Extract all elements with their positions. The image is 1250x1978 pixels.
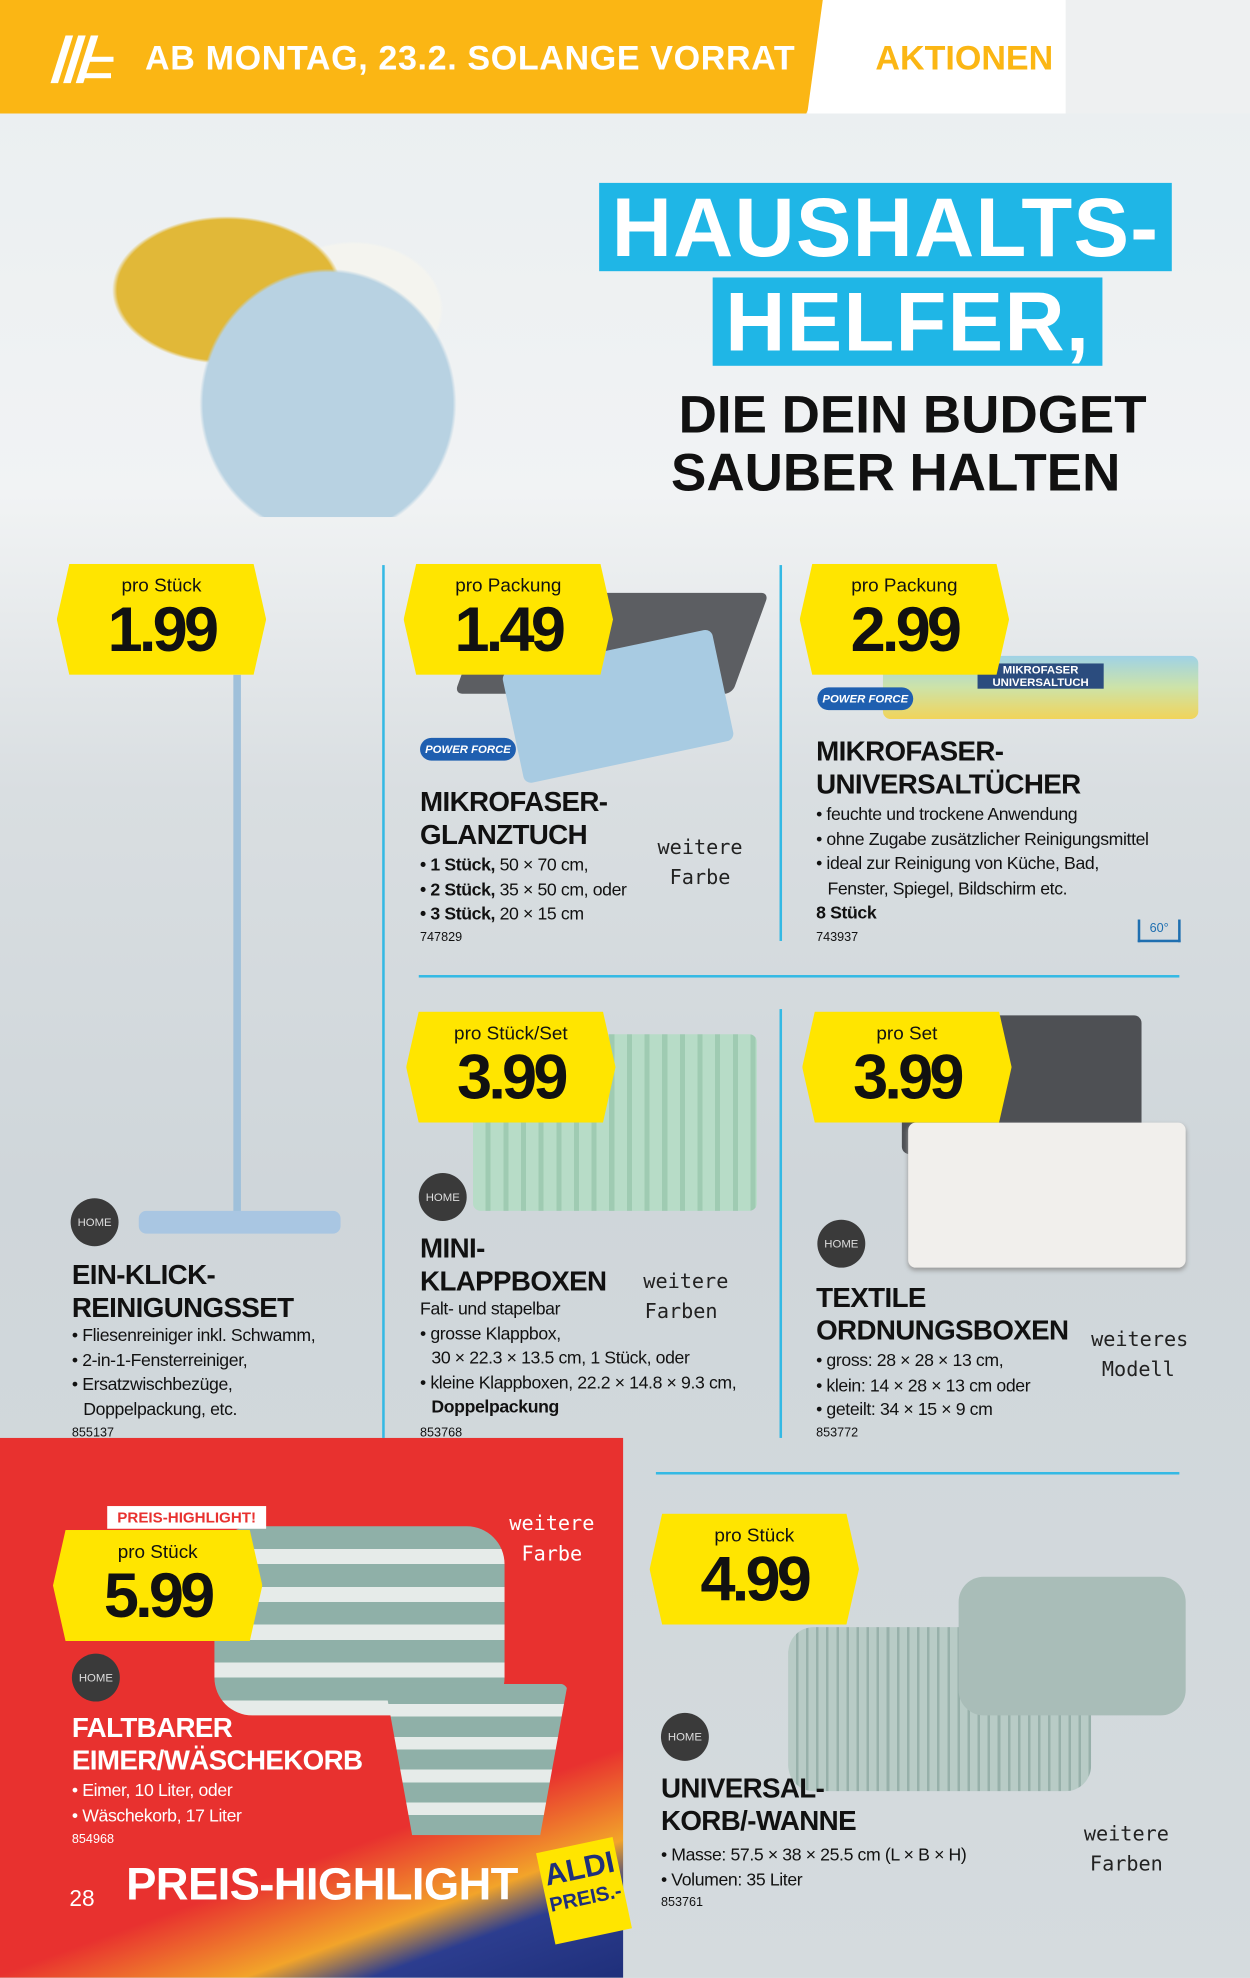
article-number: 853772	[816, 1426, 859, 1441]
product-title: MIKROFASER- GLANZTUCH	[420, 785, 608, 851]
headline-line1: HAUSHALTS-	[599, 182, 1172, 271]
laundry-basket-image	[214, 1526, 505, 1716]
brand-logo: HOME	[817, 1219, 866, 1268]
color-note: weitere Farbe	[657, 835, 743, 890]
brand-logo: HOME	[418, 1173, 467, 1221]
wash-60-icon: 60°	[1137, 919, 1181, 943]
color-note: weitere Farben	[643, 1268, 729, 1324]
white-box-image	[908, 1122, 1186, 1268]
tub-image	[958, 1576, 1186, 1716]
preis-highlight-label: PREIS-HIGHLIGHT	[126, 1857, 518, 1910]
price-label: pro Packung	[455, 575, 562, 597]
price: 3.99	[853, 1041, 964, 1113]
article-number: 853768	[420, 1426, 463, 1441]
price-badge: pro Stück/Set 3.99	[406, 1011, 616, 1123]
price: 1.99	[107, 594, 219, 665]
headline-line2: HELFER,	[712, 277, 1103, 366]
product-title: FALTBARER EIMER/WÄSCHEKORB	[71, 1711, 363, 1776]
price-label: pro Stück	[714, 1524, 795, 1547]
price-badge: pro Set 3.99	[802, 1011, 1012, 1123]
divider	[655, 1471, 1180, 1475]
price-badge: pro Stück 1.99	[56, 563, 267, 675]
price-badge: pro Stück 5.99	[52, 1530, 263, 1642]
article-number: 743937	[816, 930, 859, 945]
article-number: 854968	[71, 1832, 114, 1847]
header-banner	[0, 0, 858, 114]
brand-logo: POWER FORCE	[817, 687, 914, 711]
product-details: • gross: 28 × 28 × 13 cm, • klein: 14 × 2…	[816, 1349, 1031, 1420]
mop-image	[233, 674, 241, 1218]
product-details: Falt- und stapelbar • grosse Klappbox, 30…	[420, 1297, 737, 1417]
product-title: EIN-KLICK- REINIGUNGSSET	[71, 1258, 294, 1324]
page-number: 28	[69, 1885, 95, 1911]
banner-text: AB MONTAG, 23.2. SOLANGE VORRAT	[145, 39, 796, 77]
brand-logo: HOME	[660, 1712, 709, 1761]
brand-logo: POWER FORCE	[420, 737, 516, 761]
article-number: 747829	[420, 930, 463, 945]
divider	[779, 1009, 783, 1438]
product-title: MINI- KLAPPBOXEN	[420, 1232, 607, 1297]
price-label: pro Stück	[121, 575, 202, 597]
price-label: pro Packung	[851, 575, 958, 597]
divider	[779, 565, 783, 941]
product-title: TEXTILE ORDNUNGSBOXEN	[816, 1281, 1069, 1346]
color-note: weitere Farbe	[509, 1511, 595, 1566]
section-tab	[807, 0, 1066, 114]
cleaning-basket-image	[75, 138, 581, 518]
headline-line3: DIE DEIN BUDGET	[678, 384, 1147, 444]
price: 5.99	[103, 1560, 215, 1631]
price-label: pro Stück	[117, 1541, 198, 1563]
highlight-tag: PREIS-HIGHLIGHT!	[107, 1506, 267, 1529]
price: 4.99	[700, 1543, 811, 1615]
product-details: • feuchte und trockene Anwendung • ohne Z…	[816, 803, 1149, 923]
price-badge: pro Packung 2.99	[799, 563, 1010, 675]
bucket-image	[384, 1683, 568, 1836]
brand-logo: HOME	[71, 1653, 120, 1702]
product-details: • Masse: 57.5 × 38 × 25.5 cm (L × B × H)…	[660, 1844, 967, 1889]
product-details: • Fliesenreiniger inkl. Schwamm, • 2-in-1…	[71, 1324, 316, 1419]
product-title: MIKROFASER- UNIVERSALTÜCHER	[816, 735, 1081, 800]
product-title: UNIVERSAL- KORB/-WANNE	[660, 1772, 857, 1837]
color-note: weitere Farben	[1083, 1821, 1169, 1876]
price: 1.49	[454, 594, 565, 665]
price: 3.99	[457, 1041, 568, 1113]
product-details: • Eimer, 10 Liter, oder • Wäschekorb, 17 …	[71, 1779, 242, 1825]
price: 2.99	[850, 594, 962, 665]
divider	[418, 975, 1180, 978]
model-note: weiteres Modell	[1091, 1326, 1189, 1382]
towels-package-image: MIKROFASER UNIVERSALTUCH	[882, 655, 1199, 719]
section-title: AKTIONEN	[875, 39, 1054, 77]
price-label: pro Set	[876, 1022, 938, 1045]
price-badge: pro Packung 1.49	[403, 563, 614, 675]
price-badge: pro Stück 4.99	[649, 1513, 859, 1625]
brand-logo: HOME	[70, 1198, 119, 1247]
aldi-logo-icon	[40, 35, 114, 84]
article-number: 855137	[71, 1426, 114, 1441]
divider	[382, 565, 385, 1438]
mop-head-image	[138, 1210, 341, 1234]
product-details: • 1 Stück, 50 × 70 cm, • 2 Stück, 35 × 5…	[420, 853, 627, 924]
headline-line4: SAUBER HALTEN	[671, 442, 1121, 503]
article-number: 853761	[660, 1895, 704, 1910]
price-label: pro Stück/Set	[454, 1022, 568, 1045]
